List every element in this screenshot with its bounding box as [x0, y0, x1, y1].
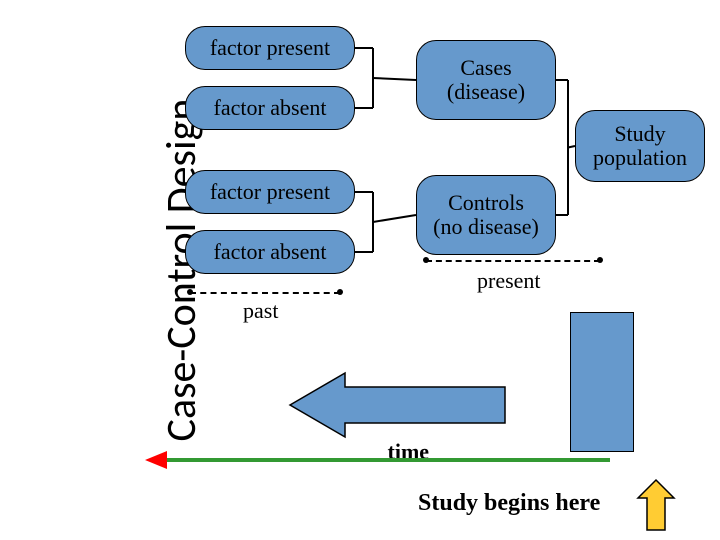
- diagram-canvas: Case-Control Design factor present facto…: [0, 0, 720, 540]
- up-arrow-icon: [0, 0, 720, 540]
